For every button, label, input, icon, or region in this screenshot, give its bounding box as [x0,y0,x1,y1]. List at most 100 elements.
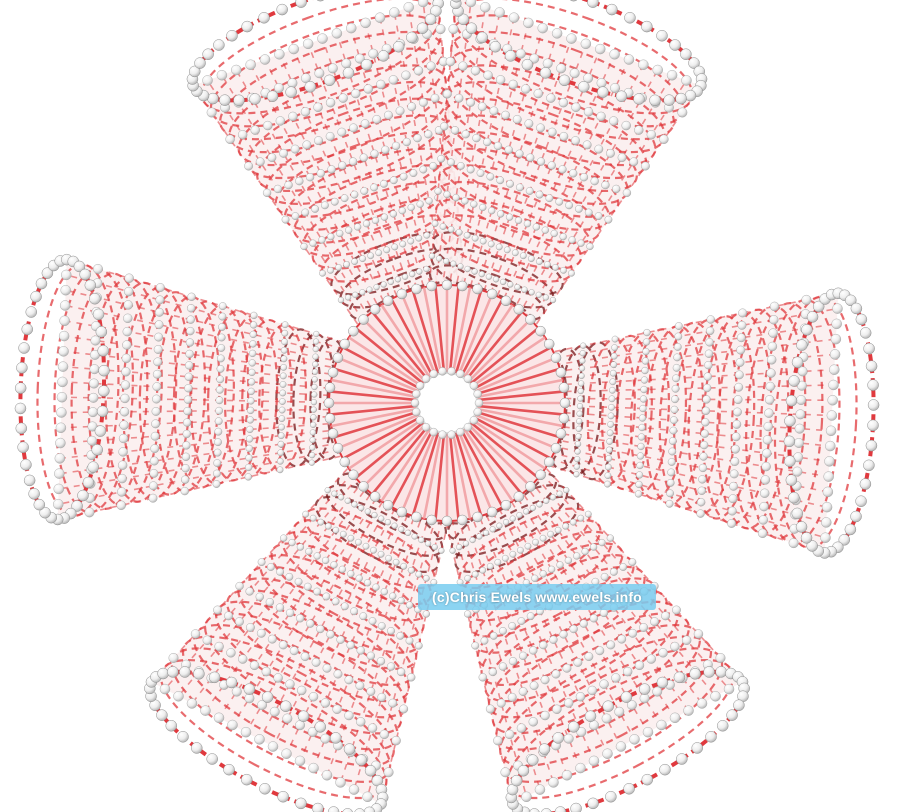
carbon-atom [302,38,314,50]
carbon-atom [422,574,430,582]
hub-spoke [467,318,532,383]
rim-atom [510,774,523,787]
carbon-atom [120,393,130,404]
carbon-atom [546,93,556,103]
carbon-atom [56,392,68,403]
carbon-atom [336,635,345,644]
rim-atom [327,806,340,812]
carbon-atom [425,197,433,205]
carbon-atom [288,111,298,122]
tube-ring [265,114,452,205]
carbon-atom [704,361,713,370]
carbon-atom [764,395,775,405]
carbon-atom [424,540,432,547]
carbon-atom [430,93,440,103]
carbon-atom [539,570,547,578]
carbon-atom [525,187,534,195]
carbon-atom [577,514,585,522]
carbon-atom [363,84,373,94]
hole-atom [421,374,431,384]
carbon-atom [552,264,559,271]
carbon-atom [539,534,547,542]
carbon-atom [637,442,645,451]
carbon-atom [309,444,316,451]
carbon-atom [309,239,317,247]
tube-ring [314,495,440,573]
carbon-atom [398,207,406,215]
carbon-atom [639,395,648,403]
carbon-atom [527,255,535,263]
carbon-atom [409,271,416,278]
carbon-atom [477,102,487,112]
hub-spoke [476,378,563,399]
carbon-atom [449,547,456,554]
carbon-atom [677,107,688,118]
carbon-atom [386,662,396,671]
hub-spoke [371,425,429,496]
carbon-atom [478,673,487,682]
tube-ring [275,328,322,468]
carbon-atom [543,497,550,504]
carbon-atom [250,125,260,135]
carbon-atom [825,440,836,452]
carbon-atom [300,242,308,251]
carbon-atom [312,346,319,353]
carbon-atom [385,554,393,562]
carbon-atom [485,704,495,714]
carbon-atom [604,215,613,224]
carbon-atom [246,406,255,415]
carbon-atom [642,347,650,356]
carbon-atom [635,471,644,479]
carbon-atom [482,529,490,537]
carbon-atom [466,165,475,174]
carbon-atom [344,710,354,721]
hub-spoke [411,431,440,517]
carbon-atom [471,641,480,650]
rim-atom [855,313,868,326]
carbon-atom [604,480,611,488]
tube-ring [172,300,235,489]
hub-atom [550,442,562,454]
hub-atom [535,469,546,481]
carbon-atom [249,660,260,671]
carbon-atom [584,208,593,217]
carbon-atom [437,154,446,163]
carbon-atom [296,543,305,551]
carbon-atom [93,263,103,274]
carbon-atom [470,200,478,208]
nanotube-petal-top-right [423,0,708,361]
hub-spoke [457,293,494,376]
carbon-atom [89,364,100,375]
carbon-atom [575,762,586,774]
carbon-atom [559,131,569,141]
carbon-atom [311,205,319,213]
carbon-atom [832,303,843,314]
hub-atom [426,514,437,526]
rim-atom [157,667,169,680]
carbon-atom [327,266,334,274]
hole-atom [469,381,479,390]
carbon-atom [120,380,131,390]
carbon-atom [729,481,738,491]
rim-atom [20,459,32,471]
rim-atom [87,461,99,473]
carbon-atom [533,88,543,99]
hub-spoke [474,356,557,393]
rim-atom [788,375,800,387]
carbon-atom [337,127,347,137]
carbon-atom [247,397,255,405]
carbon-atom [767,341,778,352]
rim-atom [165,720,178,732]
rim-atom [312,802,324,812]
rim-atom [669,39,681,51]
hub-atom [472,283,483,295]
carbon-atom [731,432,741,442]
rim-atom [355,754,367,766]
carbon-atom [706,315,715,324]
carbon-atom [670,416,678,425]
carbon-atom [575,433,582,440]
carbon-atom [472,133,481,143]
rim-atom [16,362,28,374]
carbon-atom [636,452,645,460]
